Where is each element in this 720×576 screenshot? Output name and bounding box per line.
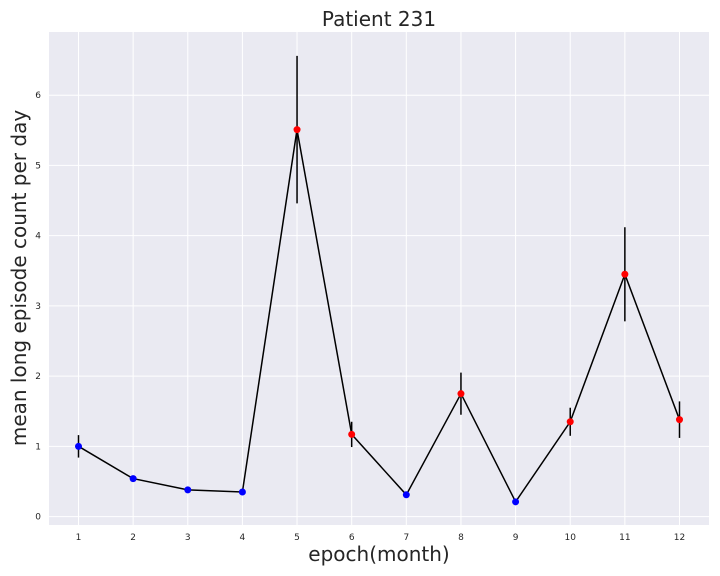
y-tick-label: 1 bbox=[35, 442, 41, 452]
data-point bbox=[402, 491, 410, 499]
x-tick-label: 6 bbox=[349, 533, 355, 543]
x-tick-labels: 1 2 3 4 5 6 7 8 9 10 11 12 bbox=[76, 533, 686, 543]
y-tick-label: 2 bbox=[35, 372, 41, 382]
data-point bbox=[566, 418, 574, 426]
x-tick-label: 10 bbox=[564, 533, 576, 543]
x-tick-label: 9 bbox=[513, 533, 519, 543]
x-tick-label: 2 bbox=[130, 533, 136, 543]
data-point bbox=[129, 475, 137, 483]
data-point bbox=[621, 270, 629, 278]
y-tick-label: 5 bbox=[35, 161, 41, 171]
data-point bbox=[238, 488, 246, 496]
y-tick-label: 3 bbox=[35, 302, 41, 312]
data-point bbox=[293, 126, 301, 134]
data-point bbox=[348, 430, 356, 438]
data-point bbox=[675, 416, 683, 424]
x-axis-label: epoch(month) bbox=[308, 542, 449, 566]
x-tick-label: 3 bbox=[185, 533, 191, 543]
x-tick-label: 12 bbox=[674, 533, 685, 543]
x-tick-label: 5 bbox=[294, 533, 300, 543]
x-tick-label: 7 bbox=[403, 533, 409, 543]
x-tick-label: 8 bbox=[458, 533, 464, 543]
data-point bbox=[184, 486, 192, 494]
y-tick-label: 0 bbox=[35, 513, 41, 523]
chart-title: Patient 231 bbox=[322, 7, 436, 31]
plot-area bbox=[49, 32, 709, 525]
grid bbox=[49, 32, 709, 525]
data-points bbox=[75, 126, 683, 506]
x-tick-label: 11 bbox=[619, 533, 630, 543]
series-line bbox=[78, 129, 681, 504]
y-tick-label: 4 bbox=[35, 232, 41, 242]
y-tick-label: 6 bbox=[35, 91, 41, 101]
data-point bbox=[512, 498, 520, 506]
y-axis-label: mean long episode count per day bbox=[7, 110, 31, 446]
data-point bbox=[457, 390, 465, 398]
data-point bbox=[75, 442, 83, 450]
x-tick-label: 1 bbox=[76, 533, 82, 543]
y-tick-labels: 0 1 2 3 4 5 6 bbox=[35, 91, 41, 522]
x-tick-label: 4 bbox=[240, 533, 246, 543]
